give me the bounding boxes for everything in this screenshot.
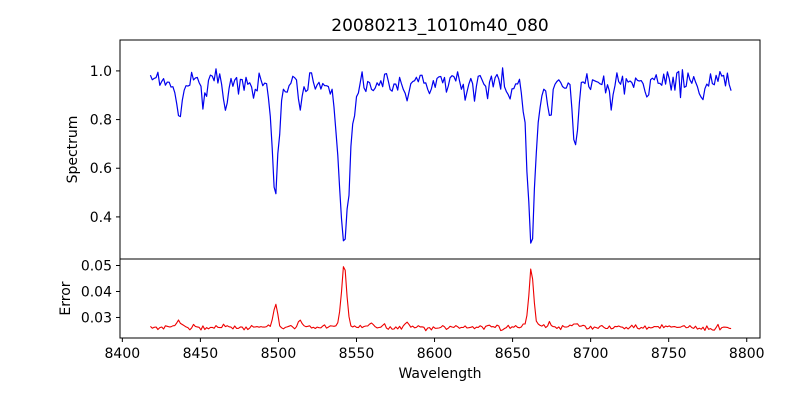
error-panel-ytick-label: 0.03 xyxy=(81,310,112,326)
error-panel-xtick-label: 8450 xyxy=(183,346,219,362)
spectrum-panel-ytick-label: 1.0 xyxy=(90,64,112,80)
error-panel-xtick-label: 8550 xyxy=(339,346,375,362)
error-panel-xtick-label: 8500 xyxy=(261,346,297,362)
y-axis-label-spectrum: Spectrum xyxy=(65,116,81,184)
spectrum-panel-ytick-label: 0.4 xyxy=(90,210,112,226)
error-panel-spines xyxy=(119,258,761,339)
x-axis-label: Wavelength xyxy=(398,366,481,382)
error-panel-xtick-label: 8400 xyxy=(105,346,141,362)
spectrum-panel-ytick-label: 0.6 xyxy=(90,161,112,177)
chart-title: 20080213_1010m40_080 xyxy=(331,16,548,36)
spectrum-panel-ytick-label: 0.8 xyxy=(90,113,112,129)
spectrum-line xyxy=(149,67,732,244)
error-panel-xtick-label: 8700 xyxy=(573,346,609,362)
error-panel-ytick-label: 0.04 xyxy=(81,284,112,300)
y-axis-label-error: Error xyxy=(58,281,74,315)
error-panel-xtick-label: 8650 xyxy=(495,346,531,362)
error-panel-xtick-label: 8800 xyxy=(729,346,765,362)
plot-panels: 0.4 0.6 0.8 1.0 0.03 0.04 0.05 8400 8450 8500 8550… xyxy=(81,39,765,362)
error-line xyxy=(150,266,732,332)
error-panel-xtick-label: 8600 xyxy=(417,346,453,362)
error-panel-ytick-label: 0.05 xyxy=(81,258,112,274)
error-panel-xtick-label: 8750 xyxy=(651,346,687,362)
